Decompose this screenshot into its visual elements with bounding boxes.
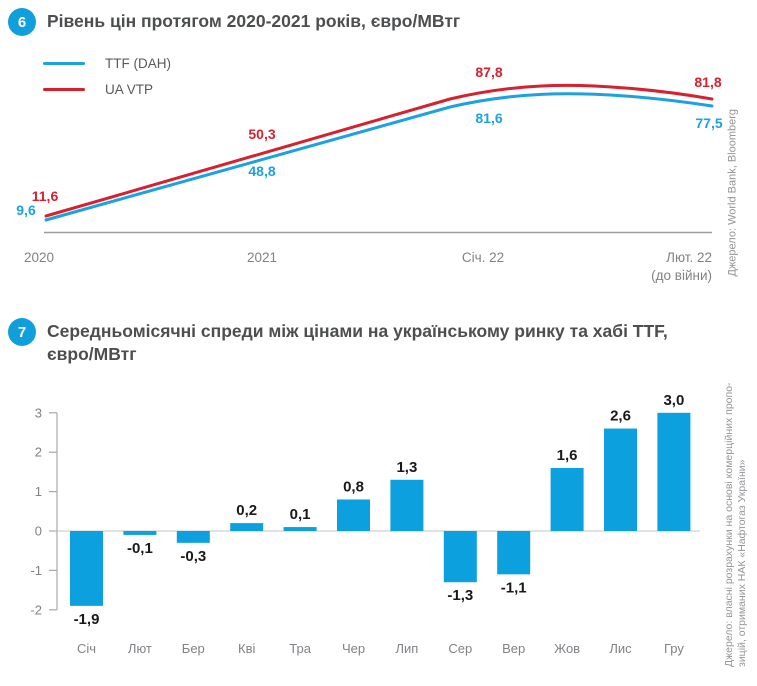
- bar: [604, 428, 637, 531]
- legend-item-ttf: TTF (DAH): [43, 50, 171, 76]
- value-label: 81,6: [475, 110, 502, 126]
- bar: [443, 531, 477, 583]
- bar: [657, 412, 691, 531]
- line-chart-source-note: Джерело: World Bank, Bloomberg: [726, 108, 739, 277]
- bar-value-label: 1,6: [557, 447, 578, 464]
- x-axis-label: Лют. 22: [666, 250, 712, 265]
- bar-chart-header: 7 Середньомісячні спреди між цінами на у…: [8, 318, 728, 366]
- bar-value-label: 0,8: [343, 478, 364, 495]
- value-label: 81,8: [694, 74, 721, 90]
- value-label: 77,5: [695, 115, 722, 131]
- line-chart: 9,6 48,8 81,6 77,5 11,6 50,3 87,8 81,8 2020 2021 С…: [16, 64, 723, 283]
- bar: [123, 531, 157, 535]
- y-tick-label: 2: [35, 445, 42, 460]
- chart-number-badge: 7: [8, 318, 36, 346]
- bar: [70, 531, 103, 606]
- chart-number-badge: 6: [8, 8, 36, 36]
- y-tick-label: 0: [35, 524, 42, 539]
- x-axis-note: (до війни): [651, 268, 712, 283]
- month-label: Гру: [664, 641, 684, 656]
- bar-value-label: 3,0: [663, 392, 684, 409]
- month-label: Жов: [554, 641, 580, 656]
- ttf-line-swatch: [43, 61, 85, 65]
- bar: [550, 467, 584, 531]
- line-chart-header: 6 Рівень цін протягом 2020-2021 років, є…: [8, 8, 727, 36]
- legend-label-uavtp: UA VTP: [105, 81, 154, 97]
- month-label: Лис: [609, 641, 632, 656]
- bar: [176, 531, 210, 543]
- value-label: 11,6: [32, 188, 59, 204]
- series-line-0: [44, 92, 714, 222]
- legend-item-uavtp: UA VTP: [43, 76, 171, 102]
- bar: [283, 527, 317, 531]
- month-label: Бер: [182, 641, 205, 656]
- legend-label-ttf: TTF (DAH): [105, 55, 171, 71]
- month-label: Чер: [342, 641, 365, 656]
- month-label: Лип: [395, 641, 418, 656]
- bar-value-label: 0,2: [236, 502, 257, 519]
- month-label: Кві: [238, 641, 255, 656]
- bar: [390, 479, 424, 531]
- value-label: 48,8: [248, 163, 275, 179]
- line-chart-title: Рівень цін протягом 2020-2021 років, євр…: [47, 11, 461, 31]
- y-tick-label: -1: [30, 563, 42, 578]
- month-label: Тра: [289, 641, 311, 656]
- bar-value-label: 0,1: [290, 506, 311, 523]
- bar-value-label: -0,3: [180, 548, 206, 565]
- bar-chart-source-line: Джерело: власні розрахунки на основі ком…: [723, 382, 735, 667]
- month-label: Вер: [502, 641, 525, 656]
- bar-value-label: 2,6: [610, 408, 631, 425]
- y-tick-label: 1: [35, 484, 42, 499]
- bar-value-label: -0,1: [127, 540, 153, 557]
- value-label: 87,8: [475, 64, 502, 80]
- bar-value-label: -1,1: [501, 579, 527, 596]
- y-tick-label: -2: [30, 602, 42, 617]
- x-axis-label: 2020: [24, 250, 54, 265]
- bar-chart-source-note: Джерело: власні розрахунки на основі ком…: [723, 377, 749, 667]
- bar: [230, 523, 264, 531]
- bar: [497, 531, 531, 575]
- bar-value-label: -1,3: [447, 587, 473, 604]
- bar: [337, 499, 370, 531]
- value-label: 9,6: [16, 202, 36, 218]
- bar-chart: 3 2 1 0 -1 -2 -1,9 Січ -0,1 Лют -0,3 Бер 0,2 Кві 0,1 Тр…: [30, 392, 700, 656]
- x-axis-label: 2021: [247, 250, 277, 265]
- line-chart-legend: TTF (DAH) UA VTP: [43, 50, 171, 102]
- bar-value-label: 1,3: [396, 459, 417, 476]
- bar-chart-title: Середньомісячні спреди між цінами на укр…: [47, 321, 668, 365]
- series-line-1: [44, 83, 714, 218]
- y-tick-label: 3: [35, 405, 42, 420]
- month-label: Лют: [128, 641, 152, 656]
- bar-value-label: -1,9: [74, 611, 100, 628]
- value-label: 50,3: [248, 126, 275, 142]
- month-label: Січ: [77, 641, 96, 656]
- uavtp-line-swatch: [43, 87, 85, 91]
- x-axis-label: Січ. 22: [462, 250, 504, 265]
- month-label: Сер: [448, 641, 472, 656]
- bar-chart-source-line: зицій, отриманих НАК «Нафтогаз України»: [736, 459, 748, 667]
